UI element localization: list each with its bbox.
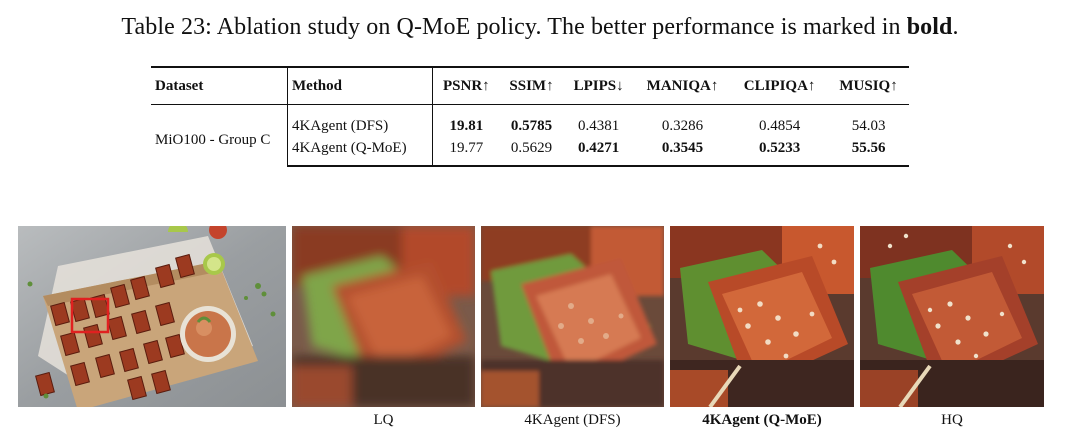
zoom-region-box (70, 297, 110, 334)
header-dataset: Dataset (151, 66, 288, 105)
header-method: Method (287, 66, 433, 105)
header-clipiqa: CLIPIQA↑ (731, 66, 829, 105)
ablation-table: Dataset Method PSNR↑ SSIM↑ LPIPS↓ MANIQA… (151, 66, 909, 167)
header-psnr: PSNR↑ (432, 66, 500, 105)
clipiqa-cell: 0.5233 (731, 137, 829, 167)
table-caption: Table 23: Ablation study on Q-MoE policy… (0, 14, 1080, 41)
crop-4kagent-dfs (481, 226, 664, 407)
crop-lq (292, 226, 475, 407)
label-hq: HQ (941, 412, 963, 428)
caption-bold-word: bold (906, 14, 953, 40)
ssim-cell: 0.5785 (510, 117, 553, 134)
qualitative-figure: LQ 4KAgent (DFS) 4KAgent (Q-MoE) HQ (0, 226, 1080, 438)
header-musiq: MUSIQ↑ (828, 66, 909, 105)
lpips-cell: 0.4381 (578, 117, 620, 134)
lpips-cell: 0.4271 (563, 137, 634, 167)
caption-text: Table 23: Ablation study on Q-MoE policy… (121, 14, 901, 40)
musiq-cell: 54.03 (851, 117, 886, 134)
maniqa-cell: 0.3286 (661, 117, 704, 134)
musiq-cell: 55.56 (828, 137, 909, 167)
table-row: MiO100 - Group C 4KAgent (DFS) 19.81 0.5… (151, 104, 909, 166)
psnr-cell: 19.81 (449, 117, 484, 134)
crop-4kagent-qmoe (670, 226, 854, 407)
psnr-cell: 19.77 (432, 137, 500, 167)
method-cell: 4KAgent (DFS) (287, 104, 433, 137)
clipiqa-cell: 0.4854 (758, 117, 801, 134)
table-header-row: Dataset Method PSNR↑ SSIM↑ LPIPS↓ MANIQA… (151, 66, 909, 105)
dataset-cell: MiO100 - Group C (151, 104, 288, 166)
header-maniqa: MANIQA↑ (633, 66, 732, 105)
header-ssim: SSIM↑ (499, 66, 564, 105)
overview-image (18, 226, 286, 407)
label-4kagent-dfs: 4KAgent (DFS) (524, 412, 621, 428)
method-cell: 4KAgent (Q-MoE) (287, 137, 433, 167)
label-lq: LQ (373, 412, 394, 428)
caption-period: . (952, 14, 959, 40)
ssim-cell: 0.5629 (499, 137, 564, 167)
maniqa-cell: 0.3545 (633, 137, 732, 167)
label-4kagent-qmoe: 4KAgent (Q-MoE) (702, 412, 822, 428)
crop-hq (860, 226, 1044, 407)
header-lpips: LPIPS↓ (563, 66, 634, 105)
table-row: 4KAgent (Q-MoE) 19.77 0.5629 0.4271 0.35… (151, 137, 909, 167)
